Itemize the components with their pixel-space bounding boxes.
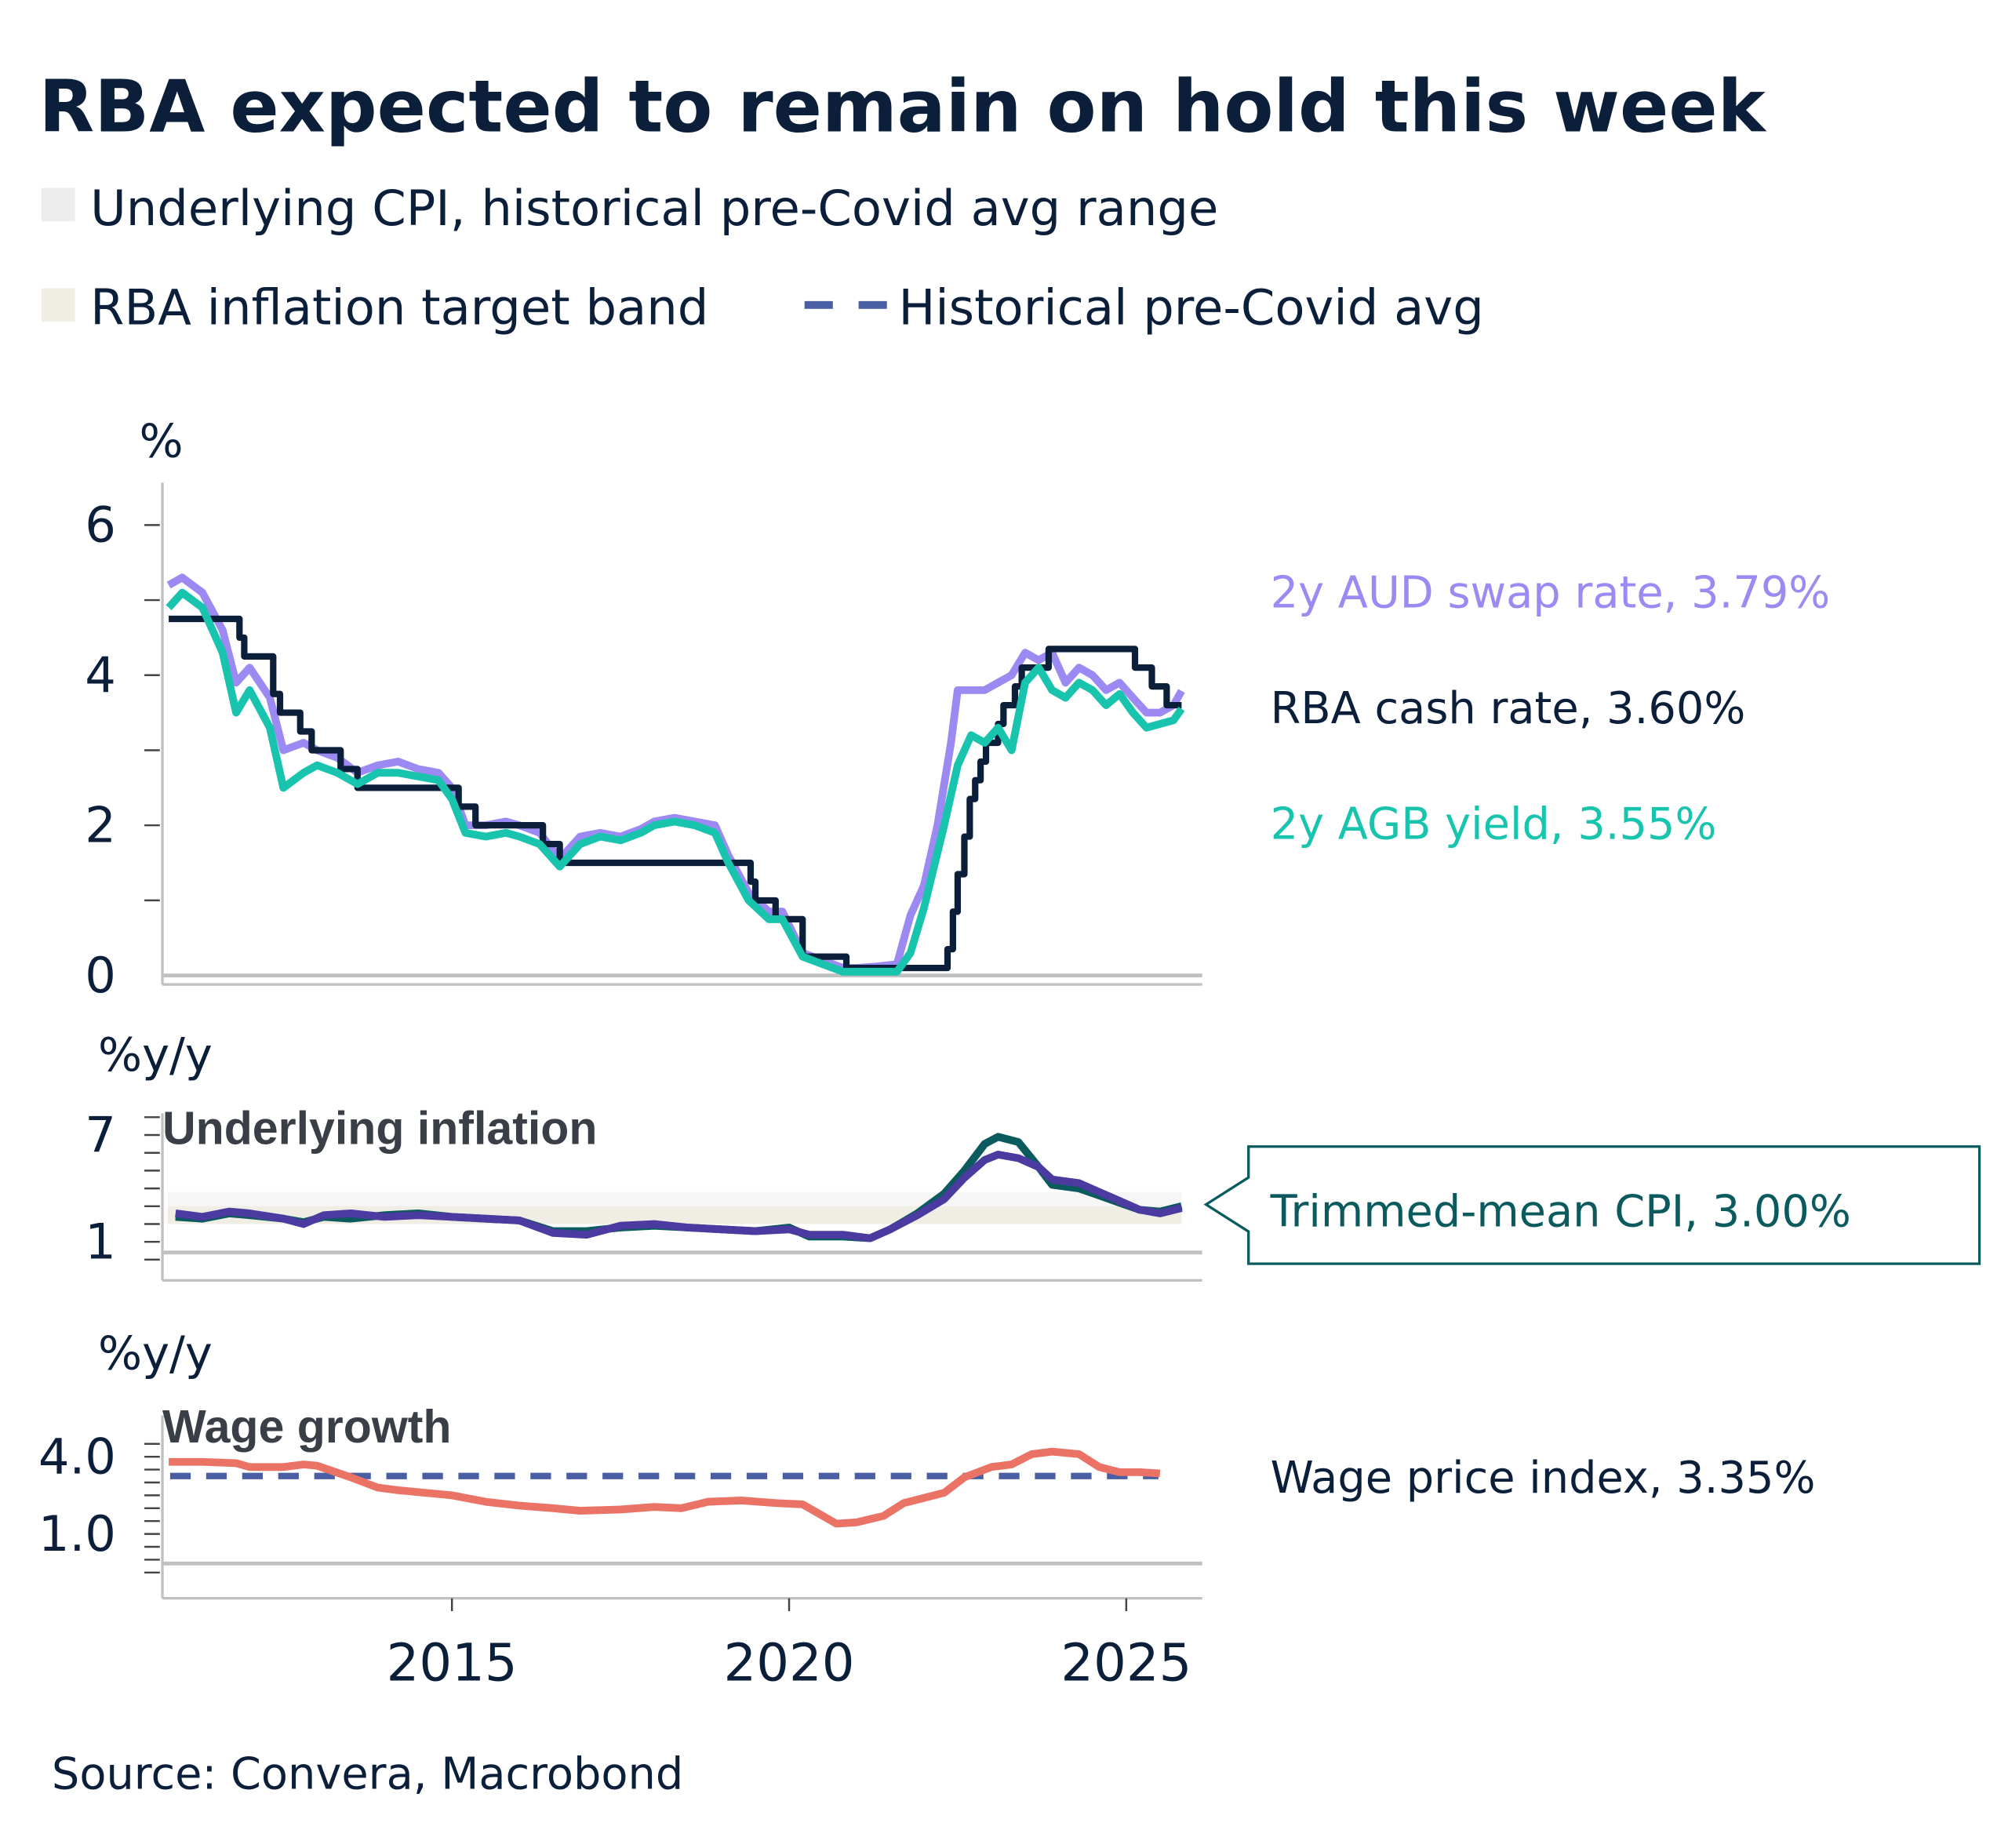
label-cash: RBA cash rate, 3.60% <box>1271 683 1746 734</box>
series-line-cash <box>169 615 1182 972</box>
series-line-wpi <box>169 1447 1161 1528</box>
y-tick-label: 2 <box>85 797 116 854</box>
callout-box <box>1203 1145 1981 1265</box>
subtitle-wages: Wage growth <box>162 1401 451 1453</box>
y-tick-label: 6 <box>85 497 116 554</box>
series-line-swap <box>166 573 1185 972</box>
x-tick-label: 2025 <box>1060 1634 1191 1693</box>
x-tick-label: 2015 <box>387 1634 518 1693</box>
legend-label-avg: Historical pre-Covid avg <box>898 278 1483 336</box>
top-ylabel: % <box>140 413 184 467</box>
label-swap: 2y AUD swap rate, 3.79% <box>1271 567 1831 618</box>
legend-swatch-range <box>41 187 75 222</box>
y-tick-label: 1 <box>85 1213 116 1271</box>
legend-label-band: RBA inflation target band <box>90 278 708 336</box>
y-tick-label: 0 <box>85 947 116 1004</box>
legend-label-range: Underlying CPI, historical pre-Covid avg… <box>90 180 1218 237</box>
y-tick-label: 4.0 <box>38 1428 116 1486</box>
label-wpi: Wage price index, 3.35% <box>1271 1453 1816 1504</box>
series-line-agb <box>166 588 1185 976</box>
series-line-inf2 <box>175 1151 1183 1242</box>
mid-ylabel: %y/y <box>98 1028 213 1082</box>
x-tick-label: 2020 <box>724 1634 855 1693</box>
source-note: Source: Convera, Macrobond <box>52 1748 683 1799</box>
bot-ylabel: %y/y <box>98 1326 213 1381</box>
label-trimmed-mean: Trimmed-mean CPI, 3.00% <box>1270 1187 1851 1238</box>
chart-title: RBA expected to remain on hold this week <box>39 64 1767 148</box>
legend-swatch-band <box>41 288 75 322</box>
subtitle-inflation: Underlying inflation <box>162 1103 597 1155</box>
y-tick-label: 1.0 <box>38 1505 116 1562</box>
y-tick-label: 4 <box>85 646 116 704</box>
y-tick-label: 7 <box>85 1106 116 1163</box>
label-agb: 2y AGB yield, 3.55% <box>1271 799 1717 850</box>
